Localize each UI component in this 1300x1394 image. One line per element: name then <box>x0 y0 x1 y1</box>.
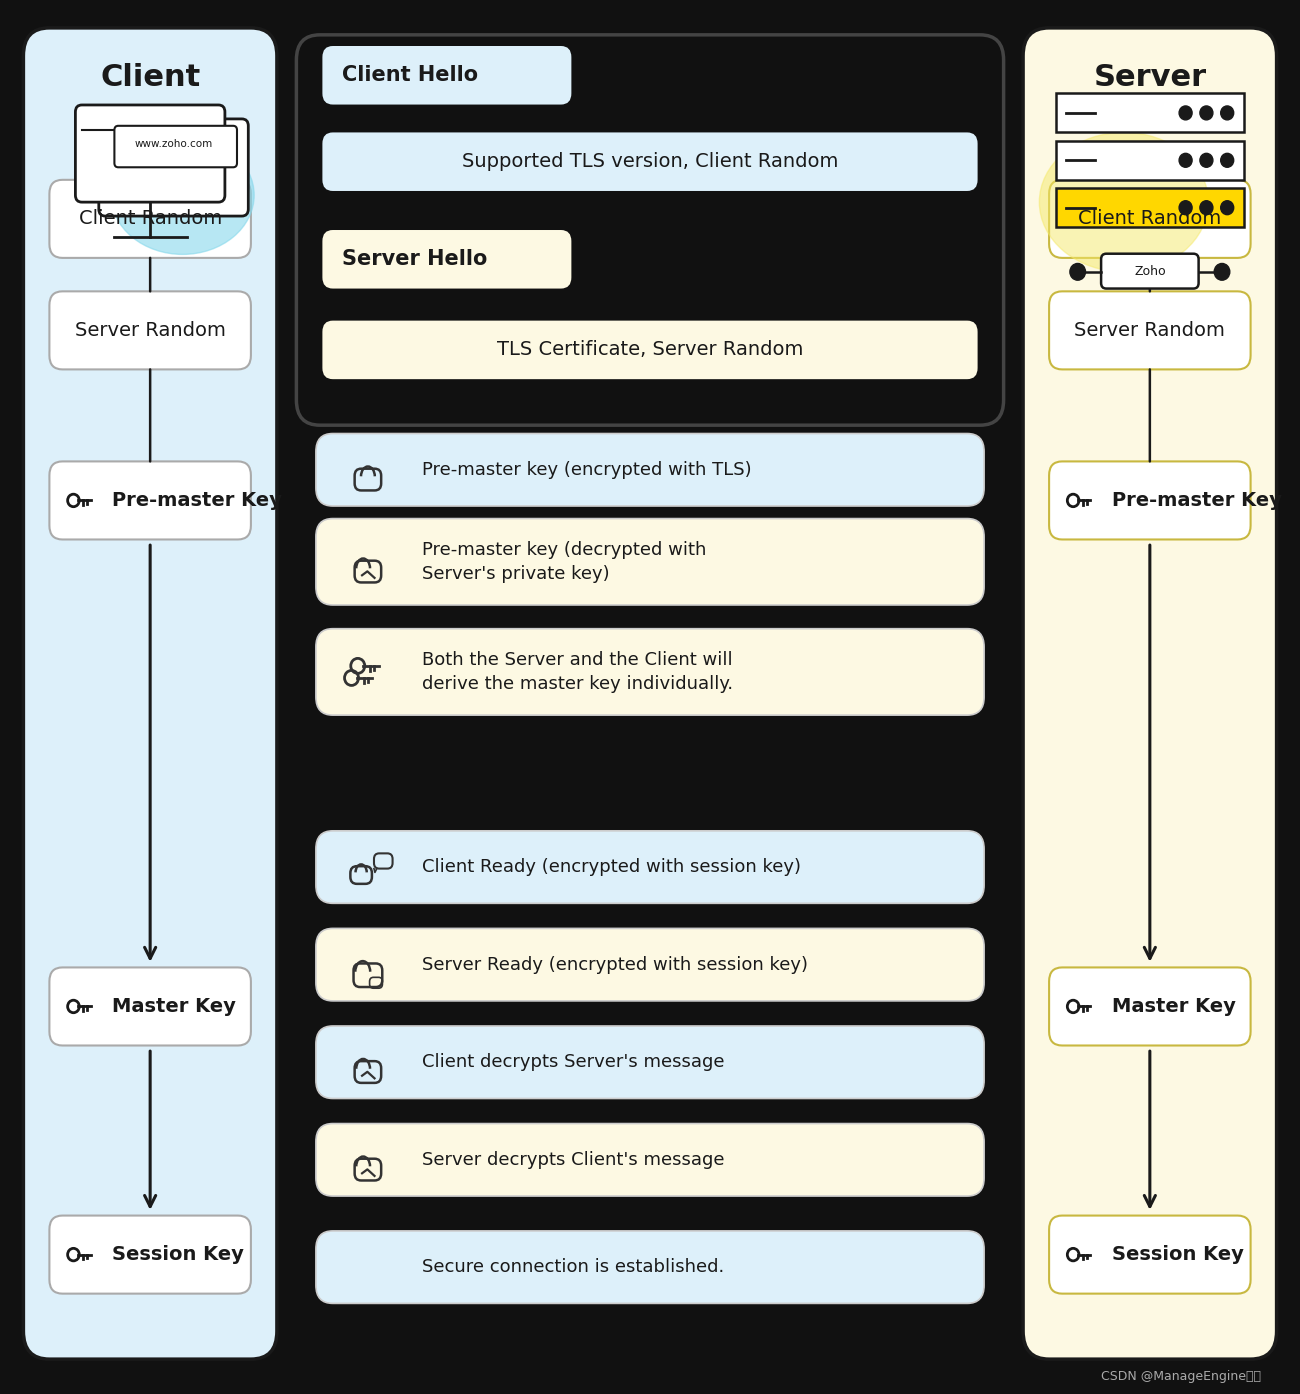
Text: Session Key: Session Key <box>112 1245 243 1264</box>
Text: Zoho: Zoho <box>1134 265 1166 279</box>
FancyBboxPatch shape <box>316 1231 984 1303</box>
Text: Server Random: Server Random <box>74 321 226 340</box>
Circle shape <box>1221 201 1234 215</box>
FancyBboxPatch shape <box>1049 1216 1251 1294</box>
Circle shape <box>1179 201 1192 215</box>
Circle shape <box>1200 201 1213 215</box>
Text: Master Key: Master Key <box>1112 997 1235 1016</box>
FancyBboxPatch shape <box>1049 461 1251 539</box>
Text: Client: Client <box>100 63 200 92</box>
FancyBboxPatch shape <box>316 831 984 903</box>
Circle shape <box>1200 106 1213 120</box>
FancyBboxPatch shape <box>49 967 251 1046</box>
Text: Secure connection is established.: Secure connection is established. <box>422 1259 725 1276</box>
Text: Server: Server <box>1093 63 1206 92</box>
FancyBboxPatch shape <box>322 46 572 105</box>
Text: Client Random: Client Random <box>1078 209 1222 229</box>
Ellipse shape <box>111 135 255 255</box>
FancyBboxPatch shape <box>1056 93 1244 132</box>
Circle shape <box>1214 263 1230 280</box>
Circle shape <box>1070 263 1085 280</box>
Text: Supported TLS version, Client Random: Supported TLS version, Client Random <box>462 152 838 171</box>
FancyBboxPatch shape <box>99 118 248 216</box>
FancyBboxPatch shape <box>322 321 978 379</box>
FancyBboxPatch shape <box>49 1216 251 1294</box>
Ellipse shape <box>1040 132 1209 272</box>
FancyBboxPatch shape <box>1056 141 1244 180</box>
FancyBboxPatch shape <box>75 105 225 202</box>
FancyBboxPatch shape <box>322 230 572 289</box>
Text: TLS Certificate, Server Random: TLS Certificate, Server Random <box>497 340 803 360</box>
FancyBboxPatch shape <box>1049 291 1251 369</box>
FancyBboxPatch shape <box>1101 254 1199 289</box>
FancyBboxPatch shape <box>1049 180 1251 258</box>
Circle shape <box>1179 106 1192 120</box>
FancyBboxPatch shape <box>322 132 978 191</box>
Text: Pre-master Key: Pre-master Key <box>112 491 282 510</box>
FancyBboxPatch shape <box>1049 967 1251 1046</box>
FancyBboxPatch shape <box>114 125 237 167</box>
FancyBboxPatch shape <box>316 928 984 1001</box>
Text: CSDN @ManageEngine卒象: CSDN @ManageEngine卒象 <box>1101 1370 1261 1383</box>
Text: Client Ready (encrypted with session key): Client Ready (encrypted with session key… <box>422 859 802 875</box>
Text: Session Key: Session Key <box>1112 1245 1243 1264</box>
Text: Client Random: Client Random <box>78 209 222 229</box>
FancyBboxPatch shape <box>49 291 251 369</box>
FancyBboxPatch shape <box>316 1124 984 1196</box>
Text: Server Ready (encrypted with session key): Server Ready (encrypted with session key… <box>422 956 809 973</box>
Text: Pre-master key (encrypted with TLS): Pre-master key (encrypted with TLS) <box>422 461 753 478</box>
Circle shape <box>1179 153 1192 167</box>
Text: Server Hello: Server Hello <box>342 250 488 269</box>
Text: Client Hello: Client Hello <box>342 66 478 85</box>
Text: Both the Server and the Client will
derive the master key individually.: Both the Server and the Client will deri… <box>422 651 733 693</box>
FancyBboxPatch shape <box>316 629 984 715</box>
FancyBboxPatch shape <box>316 1026 984 1098</box>
Circle shape <box>1221 106 1234 120</box>
Text: Server Random: Server Random <box>1074 321 1226 340</box>
FancyBboxPatch shape <box>1056 188 1244 227</box>
Text: Pre-master Key: Pre-master Key <box>1112 491 1282 510</box>
Circle shape <box>1221 153 1234 167</box>
Text: www.zoho.com: www.zoho.com <box>134 138 213 149</box>
Text: Server decrypts Client's message: Server decrypts Client's message <box>422 1151 725 1168</box>
FancyBboxPatch shape <box>316 519 984 605</box>
FancyBboxPatch shape <box>296 35 1004 425</box>
Text: Master Key: Master Key <box>112 997 235 1016</box>
Circle shape <box>1200 153 1213 167</box>
FancyBboxPatch shape <box>1023 28 1277 1359</box>
FancyBboxPatch shape <box>49 461 251 539</box>
FancyBboxPatch shape <box>49 180 251 258</box>
Text: Client decrypts Server's message: Client decrypts Server's message <box>422 1054 725 1071</box>
Text: Pre-master key (decrypted with
Server's private key): Pre-master key (decrypted with Server's … <box>422 541 707 583</box>
FancyBboxPatch shape <box>23 28 277 1359</box>
FancyBboxPatch shape <box>316 434 984 506</box>
